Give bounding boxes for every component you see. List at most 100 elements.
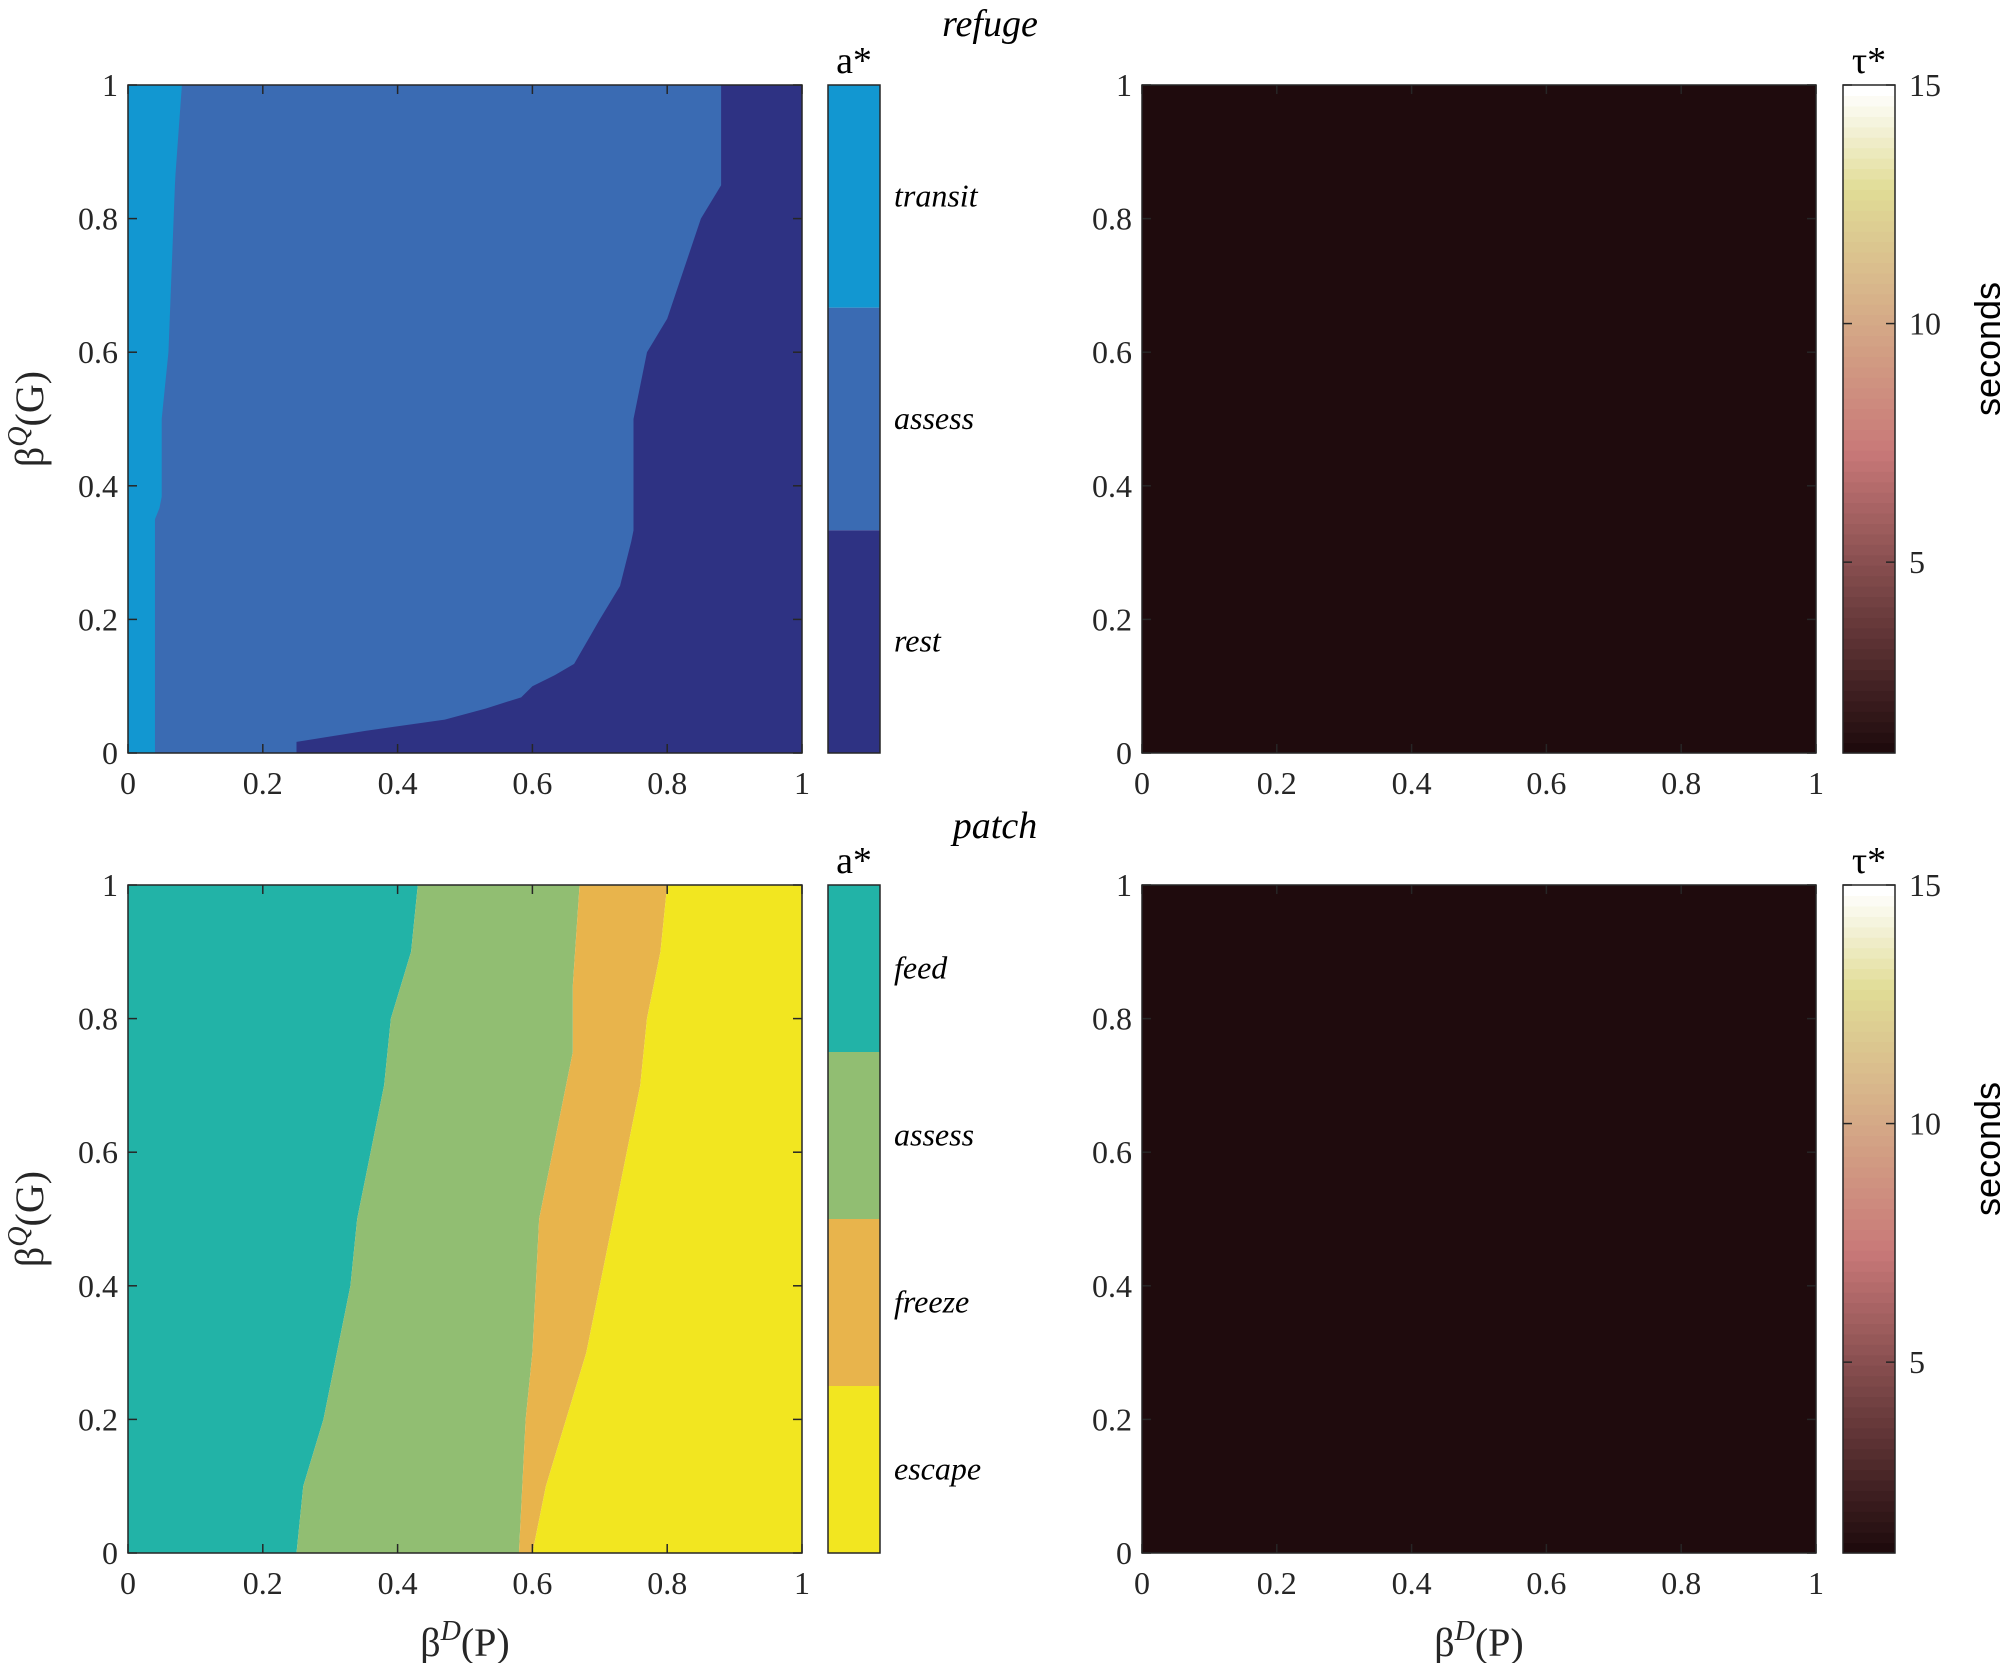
colorbar-step xyxy=(1843,419,1895,431)
colorbar-step xyxy=(1843,1542,1895,1554)
colorbar-step xyxy=(1843,314,1895,326)
colorbar-step xyxy=(1843,387,1895,399)
y-tick-label: 0 xyxy=(1116,735,1132,771)
colorbar-step xyxy=(1843,978,1895,990)
colorbar-frame xyxy=(827,84,881,754)
colorbar-step xyxy=(1843,189,1895,201)
colorbar-step xyxy=(1843,523,1895,535)
colorbar-step xyxy=(1843,398,1895,410)
axes-frame xyxy=(127,884,803,1554)
region-freeze xyxy=(518,885,668,1553)
colorbar-step xyxy=(1843,679,1895,691)
x-tick-label: 0.8 xyxy=(647,765,687,801)
x-tick-label: 0.6 xyxy=(1526,765,1566,801)
colorbar-step xyxy=(1843,947,1895,959)
colorbar-step xyxy=(1843,1239,1895,1251)
colorbar-step xyxy=(1843,356,1895,368)
colorbar-tick-label: 15 xyxy=(1909,867,1941,903)
colorbar-step xyxy=(1843,147,1895,159)
y-tick-label: 0.8 xyxy=(1092,1001,1132,1037)
colorbar-step xyxy=(1843,596,1895,608)
colorbar-step xyxy=(1843,1031,1895,1043)
colorbar-step xyxy=(1843,377,1895,389)
region-feed xyxy=(128,885,418,1553)
colorbar-step xyxy=(1843,1229,1895,1241)
colorbar-step xyxy=(1843,926,1895,938)
colorbar-step xyxy=(1843,1312,1895,1324)
colorbar-step xyxy=(1843,450,1895,462)
y-tick-label: 0 xyxy=(1116,1535,1132,1571)
colorbar-step xyxy=(1843,1365,1895,1377)
colorbar-step xyxy=(1843,1177,1895,1189)
colorbar-step xyxy=(1843,502,1895,514)
colorbar-step xyxy=(1843,105,1895,117)
colorbar-step xyxy=(1843,905,1895,917)
colorbar-step xyxy=(1843,1072,1895,1084)
colorbar-step xyxy=(1843,1114,1895,1126)
colorbar-label-escape: escape xyxy=(894,1451,981,1487)
colorbar-segment-assess xyxy=(828,1052,880,1219)
x-tick-label: 1 xyxy=(794,1565,810,1601)
x-tick-label: 0.4 xyxy=(1392,1565,1432,1601)
colorbar-step xyxy=(1843,1396,1895,1408)
colorbar-title: τ* xyxy=(1852,840,1886,882)
colorbar-segment-freeze xyxy=(828,1219,880,1386)
colorbar-step xyxy=(1843,1187,1895,1199)
x-tick-label: 0.2 xyxy=(1257,1565,1297,1601)
colorbar-step xyxy=(1843,989,1895,1001)
colorbar-step xyxy=(1843,241,1895,253)
colorbar-step xyxy=(1843,126,1895,138)
colorbar-frame xyxy=(827,884,881,1554)
x-tick-label: 0 xyxy=(120,765,136,801)
colorbar-step xyxy=(1843,659,1895,671)
region-rest xyxy=(296,85,802,753)
colorbar-tick-label: 15 xyxy=(1909,67,1941,103)
colorbar-step xyxy=(1843,116,1895,128)
colorbar-step xyxy=(1843,999,1895,1011)
x-tick-label: 0.4 xyxy=(378,1565,418,1601)
colorbar-step xyxy=(1843,1104,1895,1116)
region-transit xyxy=(128,85,182,753)
y-tick-label: 0.2 xyxy=(78,1401,118,1437)
panel-patch-tau: 0 0.2 0.4 0.6 0.8 100.20.40.60.81βD(P)51015τ*… xyxy=(1092,840,2000,1663)
colorbar-step xyxy=(1843,137,1895,149)
colorbar-step xyxy=(1843,1083,1895,1095)
colorbar-step xyxy=(1843,1417,1895,1429)
colorbar-tick-label: 10 xyxy=(1909,306,1941,342)
colorbar-step xyxy=(1843,968,1895,980)
colorbar-tick-label: 5 xyxy=(1909,1344,1925,1380)
colorbar-step xyxy=(1843,1281,1895,1293)
colorbar-tick-label: 5 xyxy=(1909,544,1925,580)
colorbar-step xyxy=(1843,885,1895,897)
y-tick-label: 0 xyxy=(102,735,118,771)
x-tick-label: 1 xyxy=(1808,1565,1824,1601)
colorbar-step xyxy=(1843,304,1895,316)
colorbar-step xyxy=(1843,1125,1895,1137)
y-tick-label: 1 xyxy=(102,867,118,903)
colorbar-step xyxy=(1843,1198,1895,1210)
region-escape xyxy=(532,885,802,1553)
colorbar-step xyxy=(1843,178,1895,190)
colorbar-segment-rest xyxy=(828,530,880,753)
colorbar-label-feed: feed xyxy=(894,950,948,986)
x-axis-label: βD(P) xyxy=(1434,1616,1523,1663)
tau-field xyxy=(1142,885,1816,1553)
colorbar-step xyxy=(1843,1166,1895,1178)
colorbar-step xyxy=(1843,648,1895,660)
colorbar-step xyxy=(1843,1271,1895,1283)
y-tick-label: 0 xyxy=(102,1535,118,1571)
colorbar-step xyxy=(1843,1459,1895,1471)
colorbar-title: τ* xyxy=(1852,40,1886,82)
colorbar-step xyxy=(1843,742,1895,754)
colorbar-step xyxy=(1843,1448,1895,1460)
colorbar-frame xyxy=(1842,884,1896,1554)
colorbar-step xyxy=(1843,471,1895,483)
colorbar-segment-escape xyxy=(828,1386,880,1553)
colorbar-step xyxy=(1843,1292,1895,1304)
x-tick-label: 0.2 xyxy=(1257,765,1297,801)
y-tick-label: 0.4 xyxy=(1092,468,1132,504)
colorbar-step xyxy=(1843,1302,1895,1314)
x-tick-label: 0.8 xyxy=(647,1565,687,1601)
colorbar-step xyxy=(1843,895,1895,907)
colorbar-segment-assess xyxy=(828,307,880,531)
